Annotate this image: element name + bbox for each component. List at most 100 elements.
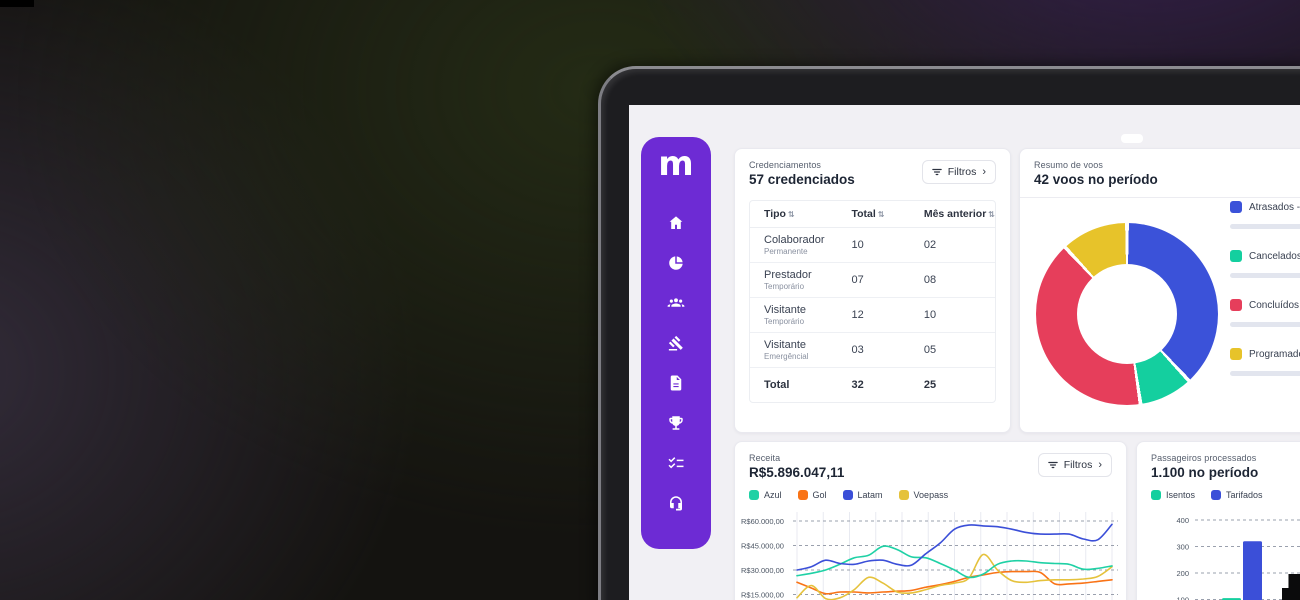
receita-legend: Azul Gol Latam Voepass [735,488,1126,500]
line-series-latam [796,523,1113,571]
gavel-icon[interactable] [657,323,695,363]
svg-text:R$30.000,00: R$30.000,00 [741,566,784,575]
table-row: Colaborador Permanente 10 02 [750,227,995,263]
legend-bar [1230,273,1300,278]
top-tab-notch [1121,134,1143,143]
cell-tipo: Visitante Emergêncial [750,332,838,368]
receita-value: R$5.896.047,11 [749,465,845,480]
svg-text:R$15.000,00: R$15.000,00 [741,591,784,600]
dashboard-screen: m [629,105,1300,600]
credenciamentos-table-body: Colaborador Permanente 10 02 Prestador Tempor… [750,227,995,403]
voos-label: Resumo de voos [1034,160,1103,170]
svg-text:400: 400 [1176,516,1189,525]
passageiros-label: Passageiros processados [1151,453,1257,463]
col-tipo[interactable]: Tipo [764,208,786,220]
credenciamentos-value: 57 credenciados [749,172,855,187]
cell-total: 12 [837,297,910,333]
users-icon[interactable] [657,283,695,323]
sidebar: m [641,137,711,549]
passageiros-value: 1.100 no período [1151,465,1259,480]
legend-swatch [1211,490,1222,500]
legend-label: Concluídos - 17 [1249,299,1300,311]
background-notch [0,0,34,7]
legend-swatch [1151,490,1161,500]
passageiros-bar-chart: 400 300 200 100 [1176,516,1300,600]
total-value: 32 [851,379,864,391]
legend-swatch [797,490,808,500]
cell-total: 10 [837,227,910,263]
svg-text:R$60.000,00: R$60.000,00 [741,517,784,526]
cell-tipo: Colaborador Permanente [750,227,838,263]
filter-icon [1047,461,1058,469]
cell-previous: 10 [909,297,995,333]
cell-previous: 08 [909,262,995,298]
voos-legend: Atrasados - 16 Cancelados - 04 Concluídos … [1230,201,1300,397]
cell-previous: 02 [909,227,995,263]
legend-swatch [898,490,909,500]
support-agent-icon[interactable] [657,483,695,523]
total-previous: 25 [923,379,937,391]
table-row: Visitante Temporário 12 10 [750,297,995,333]
legend-swatch [1230,201,1242,213]
receita-filter-button[interactable]: Filtros › [1037,453,1112,477]
sort-icon[interactable]: ⇅ [877,210,885,219]
table-row: Prestador Temporário 07 08 [750,262,995,298]
legend-swatch [1230,250,1242,262]
legend-item: Azul [749,490,782,500]
col-total[interactable]: Total [851,208,876,220]
legend-item: Tarifados [1211,490,1263,500]
legend-swatch [1230,299,1242,311]
legend-label: Programados - 05 [1249,348,1300,360]
card-credenciamentos: Credenciamentos 57 credenciados Filtros … [734,148,1011,433]
credenciamentos-label: Credenciamentos [749,160,822,170]
cell-total: 07 [837,262,910,298]
home-icon[interactable] [657,203,695,243]
filter-icon [931,168,942,176]
receita-line-chart: R$60.000,00 R$45.000,00 R$30.000,00 R$15.00… [741,512,1118,600]
card-passageiros: Passageiros processados 1.100 no período… [1136,441,1300,600]
legend-swatch [842,490,853,500]
credenciamentos-filter-button[interactable]: Filtros › [921,160,996,184]
trophy-icon[interactable] [657,403,695,443]
legend-label: Voepass [913,490,949,500]
credenciamentos-table: Tipo ⇅ Total ⇅ Mês anterior ⇅ Colaborador Pe… [749,200,996,403]
legend-swatch [749,490,759,500]
pie-chart-icon[interactable] [657,243,695,283]
legend-item: Isentos [1151,490,1195,500]
receita-label: Receita [749,453,781,463]
card-receita: Receita R$5.896.047,11 Filtros › Azul Gol… [734,441,1127,600]
total-label: Total [764,379,790,391]
legend-bar [1230,322,1300,327]
legend-item: Programados - 05 [1230,348,1300,376]
col-mes-anterior[interactable]: Mês anterior [923,208,987,220]
svg-text:300: 300 [1176,543,1189,552]
legend-item: Gol [797,490,827,500]
legend-label: Isentos [1166,490,1196,500]
legend-item: Latam [842,490,883,500]
voos-donut-chart [1036,223,1218,405]
chevron-right-icon: › [1098,458,1102,471]
legend-label: Atrasados - 16 [1249,201,1300,213]
table-total-row: Total 32 25 [750,368,995,403]
table-row: Visitante Emergêncial 03 05 [750,332,995,368]
document-icon[interactable] [657,363,695,403]
legend-label: Azul [764,490,782,500]
legend-label: Cancelados - 04 [1249,250,1300,262]
cell-tipo: Prestador Temporário [750,262,838,298]
sort-icon[interactable]: ⇅ [988,210,995,219]
cell-total: 03 [837,332,910,368]
legend-bar [1230,371,1300,376]
checklist-icon[interactable] [657,443,695,483]
sort-icon[interactable]: ⇅ [787,210,795,219]
legend-swatch [1230,348,1242,360]
chevron-right-icon: › [982,165,986,178]
app-logo: m [658,144,694,184]
voos-value: 42 voos no período [1034,172,1158,187]
laptop-mockup: m [598,66,1300,600]
cell-tipo: Visitante Temporário [750,297,838,333]
line-series-voepass [796,553,1113,600]
legend-item: Atrasados - 16 [1230,201,1300,229]
cell-previous: 05 [909,332,995,368]
legend-item: Voepass [898,490,949,500]
svg-text:100: 100 [1176,596,1189,600]
